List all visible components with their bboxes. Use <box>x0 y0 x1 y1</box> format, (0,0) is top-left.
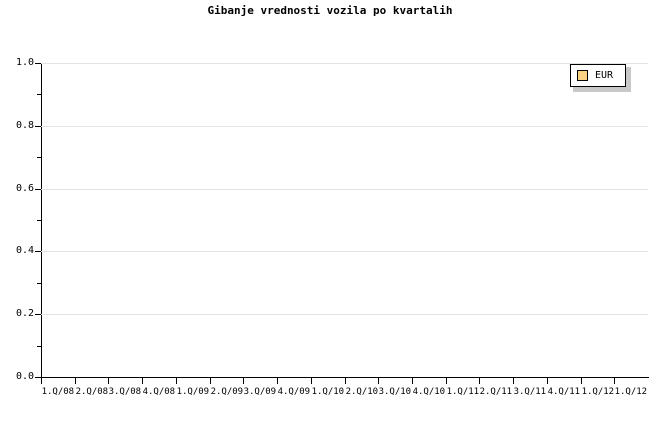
x-axis-tick <box>547 378 548 384</box>
x-axis-tick <box>614 378 615 384</box>
x-axis-tick <box>75 378 76 384</box>
y-axis-tick-label: 0.2 <box>15 308 34 319</box>
x-axis-tick <box>311 378 312 384</box>
y-axis-tick-minor <box>37 220 41 221</box>
x-axis-tick-label: 2.Q/11 <box>479 387 513 397</box>
x-axis-line <box>41 377 649 378</box>
x-axis-tick <box>479 378 480 384</box>
x-axis-tick-label: 1.Q/11 <box>446 387 480 397</box>
x-axis-tick-label: 3.Q/08 <box>108 387 142 397</box>
x-axis-tick-label: 4.Q/09 <box>277 387 311 397</box>
x-axis-tick <box>277 378 278 384</box>
x-axis-tick-label: 4.Q/10 <box>412 387 446 397</box>
legend-entry-label: EUR <box>595 69 614 81</box>
x-axis-tick <box>142 378 143 384</box>
gridline <box>41 314 648 315</box>
y-axis-tick-minor <box>37 346 41 347</box>
gridline <box>41 251 648 252</box>
x-axis-tick <box>243 378 244 384</box>
x-axis-tick-label: 3.Q/09 <box>243 387 277 397</box>
legend-entry[interactable]: EUR <box>571 65 625 86</box>
x-axis-tick-label: 1.Q/09 <box>176 387 210 397</box>
x-axis-tick <box>176 378 177 384</box>
x-axis-tick <box>446 378 447 384</box>
x-axis-tick-label: 1.Q/10 <box>311 387 345 397</box>
x-axis-tick-label: 3.Q/10 <box>378 387 412 397</box>
y-axis-tick-label: 0.8 <box>15 120 34 131</box>
y-axis-tick-major <box>35 126 41 127</box>
x-axis-tick-label: 3.Q/11 <box>513 387 547 397</box>
chart-title: Gibanje vrednosti vozila po kvartalih <box>207 4 453 17</box>
x-axis-tick <box>108 378 109 384</box>
plot-area <box>41 63 648 377</box>
x-axis-tick <box>345 378 346 384</box>
x-axis-tick-label: 2.Q/08 <box>75 387 109 397</box>
legend-swatch-icon <box>577 70 588 81</box>
gridline <box>41 63 648 64</box>
legend-box[interactable]: EUR <box>570 64 626 87</box>
y-axis-tick-label: 1.0 <box>15 57 34 68</box>
data-series-layer <box>41 63 648 377</box>
y-axis-tick-label: 0.4 <box>15 245 34 256</box>
y-axis-tick-minor <box>37 94 41 95</box>
x-axis-tick <box>581 378 582 384</box>
y-axis-labels: 0.0 0.2 0.4 0.6 0.8 1.0 <box>0 0 34 440</box>
y-axis-tick-major <box>35 189 41 190</box>
gridline <box>41 126 648 127</box>
y-axis-tick-label: 0.6 <box>15 183 34 194</box>
x-axis-tick-label: 2.Q/09 <box>210 387 244 397</box>
y-axis-tick-label: 0.0 <box>15 371 34 382</box>
x-axis-tick <box>513 378 514 384</box>
y-axis-tick-major <box>35 314 41 315</box>
y-axis-tick-minor <box>37 283 41 284</box>
x-axis-tick <box>41 378 42 384</box>
x-axis-tick-label: 1.Q/12 <box>614 387 648 397</box>
y-axis-tick-major <box>35 251 41 252</box>
gridline <box>41 189 648 190</box>
y-axis-tick-major <box>35 63 41 64</box>
x-axis-tick <box>378 378 379 384</box>
x-axis-tick-label: 1.Q/08 <box>41 387 75 397</box>
y-axis-tick-major <box>35 377 41 378</box>
x-axis-tick-label: 1.Q/12 <box>581 387 615 397</box>
x-axis-tick-label: 2.Q/10 <box>345 387 379 397</box>
x-axis-tick-label: 4.Q/11 <box>547 387 581 397</box>
y-axis-tick-minor <box>37 157 41 158</box>
y-axis-line <box>41 63 42 378</box>
x-axis-tick <box>210 378 211 384</box>
x-axis-tick <box>412 378 413 384</box>
x-axis-tick-label: 4.Q/08 <box>142 387 176 397</box>
